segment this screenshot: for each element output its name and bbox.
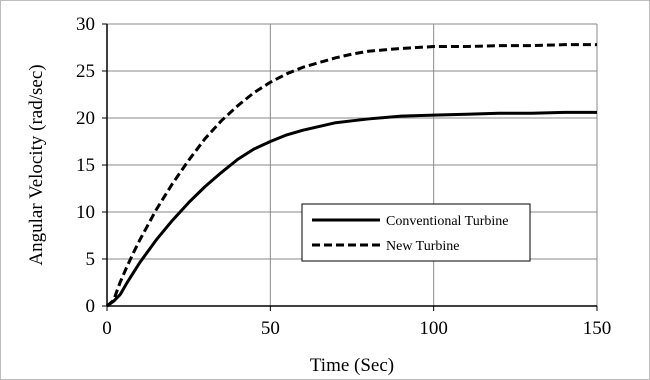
x-tick-label: 150 <box>583 318 612 339</box>
x-tick-label: 100 <box>419 318 448 339</box>
y-tick-label: 10 <box>76 202 95 223</box>
y-tick-label: 20 <box>76 108 95 129</box>
x-axis-title: Time (Sec) <box>310 355 394 376</box>
y-tick-label: 30 <box>76 14 95 35</box>
new-turbine-line <box>106 43 597 308</box>
series-layer <box>106 43 597 308</box>
legend-box <box>301 203 531 262</box>
axis-titles: Time (Sec) Angular Velocity (rad/sec) <box>26 64 394 376</box>
x-tick-label: 50 <box>261 318 280 339</box>
tick-labels: 0 5 10 15 20 25 30 0 50 100 150 <box>76 14 611 339</box>
y-axis-title: Angular Velocity (rad/sec) <box>26 64 47 265</box>
legend-label-conventional-turbine: Conventional Turbine <box>386 214 509 229</box>
y-tick-label: 15 <box>76 155 95 176</box>
y-tick-label: 25 <box>76 61 95 82</box>
legend: Conventional Turbine New Turbine <box>301 203 531 262</box>
conventional-turbine-line <box>106 110 597 308</box>
legend-label-new-turbine: New Turbine <box>386 239 460 254</box>
x-tick-label: 0 <box>102 318 112 339</box>
y-tick-label: 0 <box>86 296 96 317</box>
y-tick-label: 5 <box>86 249 96 270</box>
